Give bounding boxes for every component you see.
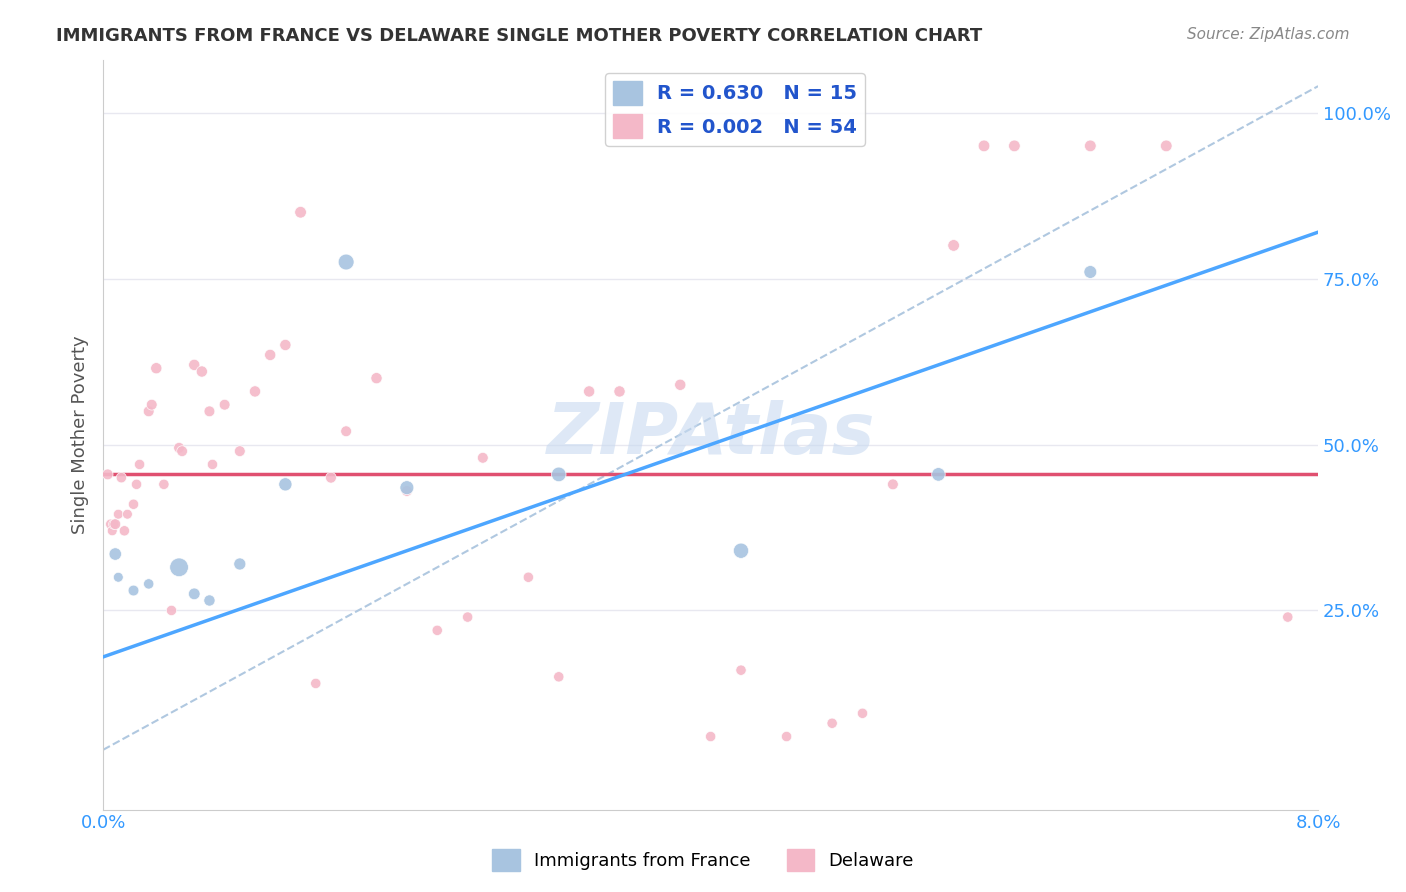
Point [395,481,418,495]
Point [290,205,312,219]
Text: Source: ZipAtlas.com: Source: ZipAtlas.com [1187,27,1350,42]
Point [112,524,135,538]
Point [125,477,148,491]
Point [578,384,600,399]
Point [110,471,132,485]
Point [457,610,479,624]
Point [97,467,120,482]
Point [198,404,221,418]
Y-axis label: Single Mother Poverty: Single Mother Poverty [72,335,89,534]
Point [669,377,692,392]
Point [145,361,167,376]
Point [609,384,631,399]
Point [138,577,160,591]
Point [730,543,752,558]
Point [167,441,190,455]
Point [1154,139,1177,153]
Point [821,716,844,731]
Point [214,398,236,412]
Point [319,471,342,485]
Point [973,139,995,153]
Point [775,730,797,744]
Point [160,603,183,617]
Point [927,467,949,482]
Point [335,255,357,269]
Point [198,593,221,607]
Point [426,624,449,638]
Point [366,371,388,385]
Point [101,524,124,538]
Point [122,497,145,511]
Point [122,583,145,598]
Point [305,676,328,690]
Point [183,358,205,372]
Point [229,444,252,458]
Point [107,507,129,521]
Point [547,670,569,684]
Point [1277,610,1299,624]
Point [138,404,160,418]
Point [882,477,904,491]
Point [395,483,418,498]
Point [172,444,194,458]
Text: IMMIGRANTS FROM FRANCE VS DELAWARE SINGLE MOTHER POVERTY CORRELATION CHART: IMMIGRANTS FROM FRANCE VS DELAWARE SINGL… [56,27,983,45]
Point [201,458,224,472]
Point [100,517,122,532]
Point [274,338,297,352]
Point [517,570,540,584]
Point [128,458,150,472]
Point [104,547,127,561]
Point [117,507,139,521]
Text: ZIPAtlas: ZIPAtlas [547,401,875,469]
Point [471,450,494,465]
Point [103,517,125,532]
Point [191,365,214,379]
Point [699,730,721,744]
Point [107,570,129,584]
Point [1002,139,1025,153]
Point [274,477,297,491]
Point [183,587,205,601]
Point [1078,265,1101,279]
Point [153,477,176,491]
Point [243,384,266,399]
Point [851,706,873,721]
Point [104,517,127,532]
Point [1078,139,1101,153]
Point [167,560,190,574]
Point [335,424,357,438]
Point [259,348,281,362]
Legend: Immigrants from France, Delaware: Immigrants from France, Delaware [485,842,921,879]
Point [942,238,965,252]
Point [547,467,569,482]
Point [730,663,752,677]
Legend: R = 0.630   N = 15, R = 0.002   N = 54: R = 0.630 N = 15, R = 0.002 N = 54 [605,73,865,145]
Point [229,557,252,571]
Point [141,398,163,412]
